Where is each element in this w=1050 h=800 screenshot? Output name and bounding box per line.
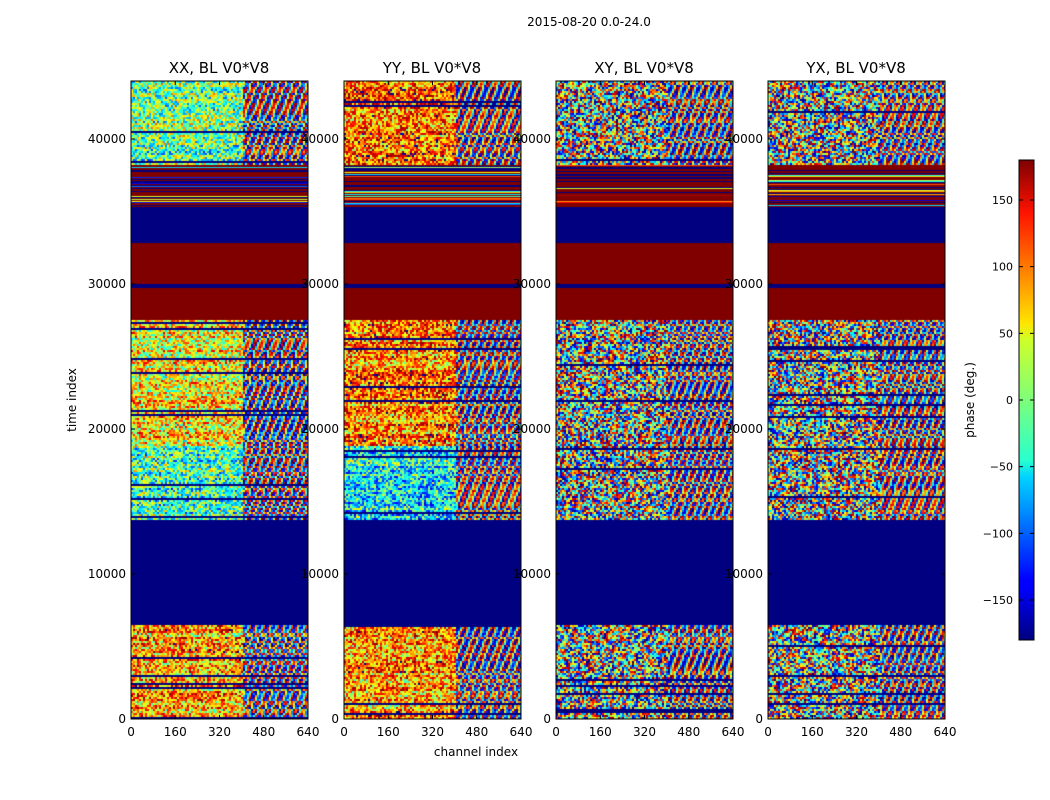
x-tick-label: 320 [633, 725, 656, 739]
y-tick-label: 0 [331, 712, 339, 726]
panel-yx: 0 160 320 480 640 0 10000 20000 30000 40000 YX, BL… [725, 59, 957, 739]
panel-title: YX, BL V0*V8 [805, 59, 906, 77]
y-tick-label: 20000 [513, 422, 551, 436]
x-tick-label: 320 [421, 725, 444, 739]
x-tick-label: 0 [340, 725, 348, 739]
x-tick-label: 640 [297, 725, 320, 739]
y-tick-label: 40000 [725, 132, 763, 146]
x-tick-label: 480 [252, 725, 275, 739]
y-axis-label: time index [65, 368, 79, 432]
y-tick-label: 10000 [725, 567, 763, 581]
x-tick-label: 0 [127, 725, 135, 739]
x-tick-label: 480 [677, 725, 700, 739]
y-tick-label: 10000 [513, 567, 551, 581]
y-tick-label: 40000 [301, 132, 339, 146]
x-tick-label: 320 [208, 725, 231, 739]
panel-xx: 0 160 320 480 640 0 10000 20000 30000 40000 XX, BL… [88, 59, 320, 739]
y-tick-label: 30000 [725, 277, 763, 291]
x-tick-label: 0 [764, 725, 772, 739]
x-tick-label: 480 [889, 725, 912, 739]
x-tick-label: 160 [164, 725, 187, 739]
y-tick-label: 0 [543, 712, 551, 726]
y-tick-label: 30000 [88, 277, 126, 291]
x-tick-label: 160 [589, 725, 612, 739]
colorbar-tick-label: 0 [1006, 394, 1013, 407]
phase-image [344, 81, 521, 719]
x-axis-label: channel index [434, 745, 518, 759]
x-tick-label: 640 [722, 725, 745, 739]
x-tick-label: 0 [552, 725, 560, 739]
colorbar-tick-label: −150 [983, 594, 1013, 607]
y-tick-label: 30000 [301, 277, 339, 291]
y-tick-label: 20000 [725, 422, 763, 436]
colorbar: −150 −100 −50 0 50 100 150 [983, 159, 1035, 641]
colorbar-tick-label: 100 [992, 261, 1013, 274]
y-tick-label: 10000 [88, 567, 126, 581]
colorbar-tick-label: −100 [983, 527, 1013, 540]
panel-title: XY, BL V0*V8 [594, 59, 694, 77]
x-tick-label: 160 [801, 725, 824, 739]
panel-yy: 0 160 320 480 640 0 10000 20000 30000 40000 YY, BL… [301, 59, 533, 739]
x-tick-label: 160 [377, 725, 400, 739]
panel-xy: 0 160 320 480 640 0 10000 20000 30000 40000 XY, BL… [513, 59, 745, 739]
colorbar-label: phase (deg.) [963, 362, 977, 438]
colorbar-tick-label: 50 [999, 327, 1013, 340]
x-tick-label: 640 [934, 725, 957, 739]
x-tick-label: 320 [845, 725, 868, 739]
panel-title: XX, BL V0*V8 [169, 59, 270, 77]
figure-suptitle: 2015-08-20 0.0-24.0 [527, 15, 651, 29]
x-tick-label: 480 [465, 725, 488, 739]
colorbar-tick-label: 150 [992, 194, 1013, 207]
y-tick-label: 0 [755, 712, 763, 726]
phase-image [768, 81, 945, 719]
y-tick-label: 40000 [513, 132, 551, 146]
phase-image [556, 81, 733, 719]
y-tick-label: 40000 [88, 132, 126, 146]
y-tick-label: 0 [118, 712, 126, 726]
y-tick-label: 20000 [301, 422, 339, 436]
y-tick-label: 20000 [88, 422, 126, 436]
phase-image [131, 81, 308, 719]
x-tick-label: 640 [510, 725, 533, 739]
y-tick-label: 10000 [301, 567, 339, 581]
panel-title: YY, BL V0*V8 [382, 59, 481, 77]
y-tick-label: 30000 [513, 277, 551, 291]
colorbar-tick-label: −50 [990, 461, 1013, 474]
